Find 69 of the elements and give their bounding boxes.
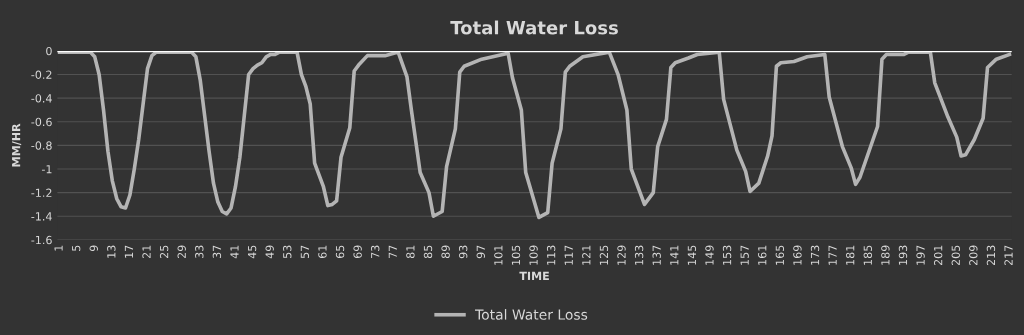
y-tick-label: -0.6 xyxy=(31,117,52,127)
x-tick-label: 165 xyxy=(775,245,785,265)
x-tick-label: 61 xyxy=(318,245,327,259)
x-tick-label: 129 xyxy=(617,245,626,265)
x-tick-label: 217 xyxy=(1004,245,1013,266)
x-tick-label: 189 xyxy=(881,245,890,265)
x-tick-label: 17 xyxy=(124,245,133,258)
y-tick-label: -1.2 xyxy=(31,188,52,197)
x-tick-label: 145 xyxy=(687,245,697,265)
x-tick-label: 185 xyxy=(863,245,872,265)
x-tick-label: 177 xyxy=(828,245,837,265)
legend-label: Total Water Loss xyxy=(475,309,588,320)
x-tick-label: 193 xyxy=(898,245,908,265)
x-tick-label: 37 xyxy=(212,245,222,259)
x-axis-title: TIME xyxy=(519,271,549,280)
x-tick-label: 121 xyxy=(582,245,591,265)
x-tick-label: 153 xyxy=(722,245,732,265)
x-tick-label: 201 xyxy=(933,245,943,266)
x-tick-label: 13 xyxy=(107,245,116,258)
x-tick-label: 49 xyxy=(265,245,274,259)
x-tick-label: 157 xyxy=(740,245,749,265)
x-tick-label: 149 xyxy=(705,245,714,265)
x-tick-label: 65 xyxy=(335,245,345,259)
y-tick-label: -0.8 xyxy=(31,141,52,150)
x-tick-label: 209 xyxy=(969,245,978,266)
x-tick-label: 181 xyxy=(846,245,855,265)
x-tick-label: 25 xyxy=(159,245,169,259)
x-tick-label: 101 xyxy=(494,245,503,265)
x-tick-label: 73 xyxy=(371,245,380,258)
x-tick-label: 85 xyxy=(423,245,433,259)
x-tick-label: 173 xyxy=(810,245,820,265)
y-axis-title: MM/HR xyxy=(12,123,22,167)
y-tick-label: -1 xyxy=(41,165,52,174)
x-tick-label: 21 xyxy=(142,245,151,259)
x-tick-label: 169 xyxy=(793,245,802,265)
x-tick-label: 1 xyxy=(54,245,63,251)
x-tick-label: 197 xyxy=(916,245,925,265)
x-tick-label: 113 xyxy=(546,245,556,265)
x-tick-label: 105 xyxy=(511,245,521,265)
y-tick-label: -1.4 xyxy=(31,212,52,221)
x-tick-label: 53 xyxy=(283,245,292,258)
x-tick-label: 213 xyxy=(986,245,996,266)
x-tick-label: 45 xyxy=(248,245,257,259)
x-tick-label: 205 xyxy=(951,245,960,266)
line-series xyxy=(57,50,1012,220)
x-tick-label: 137 xyxy=(652,245,661,265)
x-tick-label: 81 xyxy=(406,245,415,259)
x-tick-label: 33 xyxy=(195,245,204,259)
x-tick-label: 109 xyxy=(529,245,538,265)
chart-title: Total Water Loss xyxy=(450,20,618,35)
x-tick-label: 93 xyxy=(458,245,468,259)
y-tick-label: -0.2 xyxy=(31,70,52,79)
x-tick-label: 41 xyxy=(230,245,239,259)
x-tick-label: 57 xyxy=(300,245,310,258)
x-tick-label: 141 xyxy=(670,245,679,265)
x-tick-label: 161 xyxy=(758,245,767,265)
x-tick-label: 125 xyxy=(599,245,609,265)
y-tick-label: -1.6 xyxy=(31,235,52,245)
y-tick-label: 0 xyxy=(46,46,52,56)
x-tick-label: 69 xyxy=(353,245,362,259)
x-tick-label: 97 xyxy=(476,245,485,259)
x-tick-label: 77 xyxy=(388,245,397,258)
y-tick-label: -0.4 xyxy=(31,94,52,103)
x-tick-label: 29 xyxy=(177,245,186,259)
x-tick-label: 89 xyxy=(441,245,450,259)
x-tick-label: 9 xyxy=(89,245,98,252)
x-tick-label: 5 xyxy=(72,245,81,251)
x-tick-label: 133 xyxy=(634,245,644,265)
x-tick-label: 117 xyxy=(564,245,573,265)
